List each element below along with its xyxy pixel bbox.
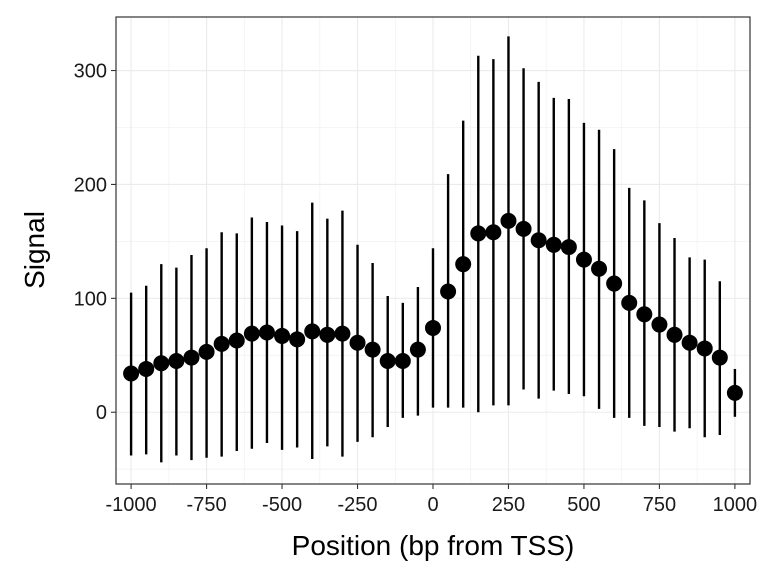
data-point bbox=[560, 239, 577, 256]
data-point bbox=[485, 224, 502, 241]
data-point bbox=[319, 326, 336, 343]
data-point bbox=[274, 327, 291, 344]
x-tick-label: 0 bbox=[427, 494, 438, 516]
y-tick-label: 0 bbox=[96, 402, 107, 424]
data-point bbox=[304, 323, 321, 340]
y-tick-label: 300 bbox=[74, 61, 107, 83]
data-point bbox=[183, 349, 200, 366]
data-point bbox=[213, 335, 230, 352]
data-point bbox=[138, 360, 155, 377]
data-point bbox=[455, 256, 472, 273]
x-tick-label: -750 bbox=[187, 494, 227, 516]
data-point bbox=[364, 341, 381, 358]
data-point bbox=[243, 325, 260, 342]
x-tick-label: 250 bbox=[492, 494, 525, 516]
x-tick-label: -1000 bbox=[106, 494, 157, 516]
data-point bbox=[651, 316, 668, 333]
data-point bbox=[379, 352, 396, 369]
x-axis-title: Position (bp from TSS) bbox=[292, 530, 575, 561]
x-axis: -1000 -750 -500 -250 0 250 500 750 1000 bbox=[106, 484, 758, 516]
data-point bbox=[258, 324, 275, 341]
data-point bbox=[198, 343, 215, 360]
data-point bbox=[591, 260, 608, 277]
data-point bbox=[530, 232, 547, 249]
data-point bbox=[425, 319, 441, 336]
data-point bbox=[621, 294, 638, 311]
y-axis: 0 100 200 300 bbox=[74, 61, 116, 424]
data-point bbox=[334, 325, 351, 342]
data-point bbox=[515, 220, 532, 237]
data-point bbox=[289, 331, 306, 348]
x-tick-label: -500 bbox=[262, 494, 302, 516]
x-tick-label: -250 bbox=[338, 494, 378, 516]
data-point bbox=[153, 355, 170, 372]
data-point bbox=[470, 225, 487, 242]
y-tick-label: 200 bbox=[74, 174, 107, 196]
data-point bbox=[636, 306, 653, 323]
data-point bbox=[575, 251, 592, 268]
x-tick-label: 1000 bbox=[713, 494, 758, 516]
data-point bbox=[681, 334, 698, 351]
y-tick-label: 100 bbox=[74, 288, 107, 310]
data-point bbox=[606, 275, 623, 292]
y-axis-title: Signal bbox=[19, 211, 50, 289]
x-tick-label: 750 bbox=[643, 494, 676, 516]
data-point bbox=[440, 283, 457, 300]
data-point bbox=[726, 384, 743, 401]
data-point bbox=[500, 212, 517, 229]
data-point bbox=[545, 236, 562, 253]
x-tick-label: 500 bbox=[567, 494, 600, 516]
data-point bbox=[123, 365, 140, 382]
data-points bbox=[123, 212, 743, 401]
data-point bbox=[409, 341, 426, 358]
data-point bbox=[349, 334, 366, 351]
data-point bbox=[394, 352, 411, 369]
data-point bbox=[696, 340, 713, 357]
data-point bbox=[711, 349, 728, 366]
data-point bbox=[228, 332, 245, 349]
data-point bbox=[666, 326, 683, 343]
data-point bbox=[168, 352, 185, 369]
